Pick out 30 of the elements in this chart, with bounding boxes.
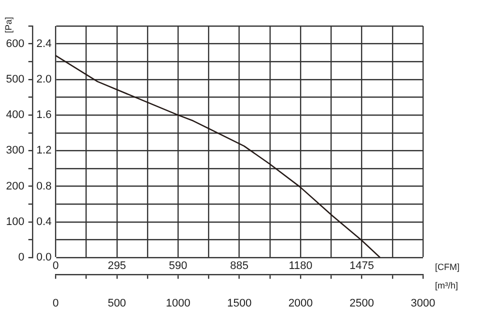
x2-tick-label: 1475 — [350, 260, 374, 272]
x-tick-label: 1000 — [166, 297, 190, 310]
y2-tick-label: 0.8 — [36, 180, 52, 192]
x-tick-label: 2000 — [288, 297, 313, 310]
x-tick-label: 0 — [52, 297, 59, 310]
y2-tick-label: 0.4 — [36, 216, 52, 228]
y-tick-label: 600 — [6, 38, 24, 50]
y-axis-title: [Pa] — [3, 16, 14, 34]
x2-tick-label: 1180 — [288, 260, 312, 272]
x2-tick-label: 590 — [168, 260, 188, 272]
x-axis-title: [m³/h] — [435, 280, 458, 290]
x2-axis-title: [CFM] — [435, 262, 460, 272]
y2-tick-label: 2.0 — [36, 73, 52, 86]
y-tick-label: 0 — [18, 252, 24, 264]
y-tick-label: 300 — [6, 144, 24, 157]
y2-tick-label: 1.6 — [36, 109, 52, 122]
y-tick-label: 400 — [6, 109, 24, 122]
x-tick-label: 500 — [108, 297, 126, 310]
x2-tick-label: 0 — [52, 260, 59, 272]
y-tick-label: 500 — [6, 73, 24, 86]
y-tick-label: 200 — [6, 180, 24, 192]
x2-tick-label: 885 — [230, 260, 248, 272]
x-tick-label: 2500 — [350, 297, 374, 310]
x-tick-label: 1500 — [227, 297, 252, 310]
y-tick-label: 100 — [6, 216, 24, 228]
y2-tick-label: 1.2 — [36, 144, 52, 157]
x2-tick-label: 295 — [108, 260, 126, 272]
y2-tick-label: 0.0 — [36, 252, 52, 264]
x-tick-label: 3000 — [410, 297, 436, 310]
y2-tick-label: 2.4 — [36, 38, 52, 50]
